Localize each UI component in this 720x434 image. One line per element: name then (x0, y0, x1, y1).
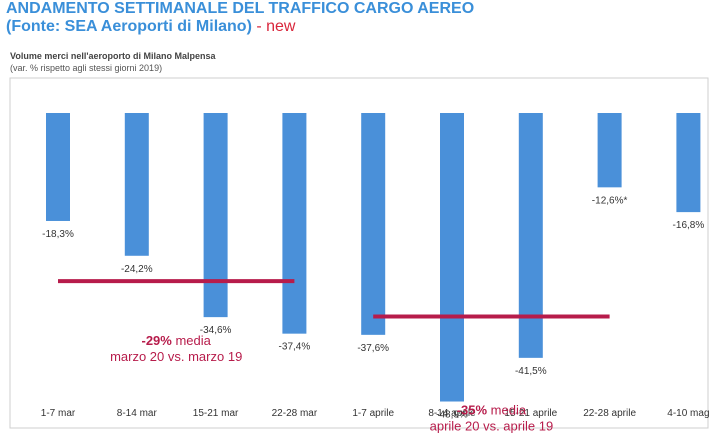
data-label-2: -34,6% (200, 325, 232, 336)
data-label-5: -48,9% (436, 410, 468, 421)
category-label-3: 22-28 mar (272, 408, 318, 419)
bar-4 (361, 113, 386, 335)
category-label-1: 8-14 mar (117, 408, 158, 419)
source-label: (Fonte: SEA Aeroporti di Milano) (6, 18, 252, 35)
category-label-0: 1-7 mar (41, 408, 76, 419)
data-label-3: -37,4% (279, 342, 311, 353)
bar-5 (440, 113, 464, 402)
category-labels-group: 1-7 mar 8-14 mar 15-21 mar 22-28 mar 1-7 apr… (41, 408, 710, 419)
data-label-1: -24,2% (121, 264, 153, 275)
avg-value-1: -35% (457, 403, 488, 418)
data-label-7: -12,6%* (592, 195, 628, 206)
bar-0 (46, 113, 70, 221)
data-label-4: -37,6% (357, 343, 389, 354)
category-label-4: 1-7 aprile (352, 408, 394, 419)
bar-8 (676, 113, 701, 213)
category-label-8: 4-10 mag (667, 408, 709, 419)
chart-subtitle: (var. % rispetto agli stessi giorni 2019… (10, 63, 163, 73)
data-label-8: -16,8% (673, 220, 705, 231)
bar-6 (518, 113, 543, 358)
data-labels-group: -18,3% -24,2% -34,6% -37,4% -37,6% -48,9% -41,… (42, 195, 704, 420)
avg-period-1: aprile 20 vs. aprile 19 (430, 419, 554, 434)
chart-frame (9, 77, 709, 429)
category-label-6: 15-21 aprile (504, 408, 557, 419)
avg-period-0: marzo 20 vs. marzo 19 (110, 349, 242, 364)
data-label-6: -41,5% (515, 366, 547, 377)
bar-7 (597, 113, 622, 188)
category-label-7: 22-28 aprile (583, 408, 636, 419)
chart-title: Volume merci nell'aeroporto di Milano Ma… (10, 51, 216, 61)
category-label-2: 15-21 mar (193, 408, 239, 419)
avg-label-1: media (487, 403, 527, 418)
bar-2 (203, 113, 228, 318)
page-title: ANDAMENTO SETTIMANALE DEL TRAFFICO CARGO… (6, 0, 475, 17)
title-separator: - (251, 18, 267, 35)
avg-label-0: media (172, 333, 212, 348)
bar-3 (282, 113, 307, 334)
new-badge: new (266, 18, 296, 35)
avg-annotation-1: -35% media (457, 403, 527, 418)
category-label-5: 8-14 aprile (428, 408, 476, 419)
avg-value-0: -29% (142, 333, 173, 348)
data-label-0: -18,3% (42, 229, 74, 240)
bar-1 (124, 113, 149, 256)
avg-annotation-0: -29% media (142, 333, 212, 348)
page-subtitle: (Fonte: SEA Aeroporti di Milano) - new (6, 18, 295, 36)
